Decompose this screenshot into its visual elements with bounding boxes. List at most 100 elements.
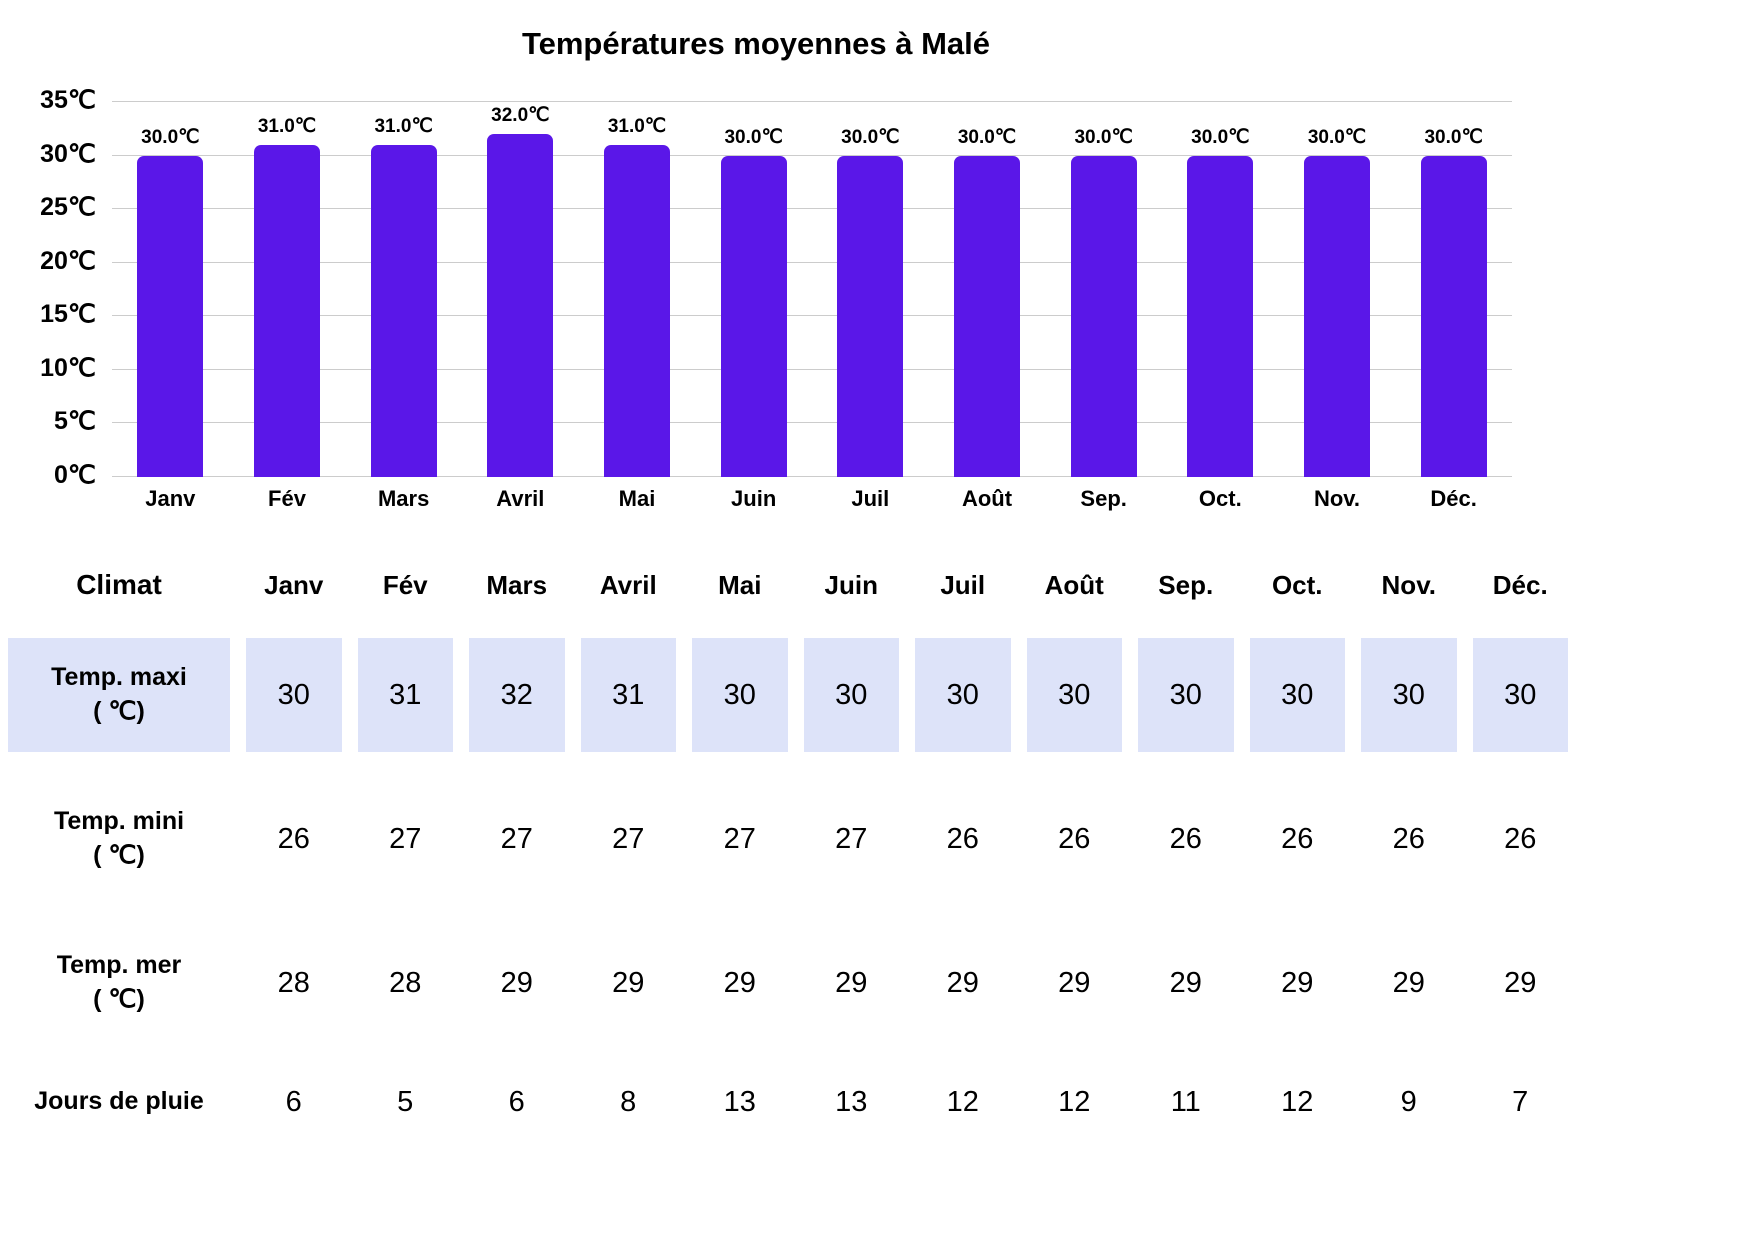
row-label-line1: Jours de pluie [34,1087,204,1116]
temperature-bar-chart: 0℃ 5℃ 10℃ 15℃ 20℃ 25℃ 30℃ 35℃ 30.0℃ 31.0℃ 31.0℃ 32… [0,86,1748,512]
row-label-cell: Jours de pluie [8,1070,230,1134]
x-tick-label: Août [961,486,1013,511]
y-tick-label: 10℃ [40,353,96,382]
bar-column: 30.0℃ [1395,102,1512,477]
bar-column: 31.0℃ [579,102,696,477]
value-cell: 29 [946,966,979,999]
temperature-bar [370,144,437,477]
bar-value-label: 30.0℃ [957,126,1017,148]
value-cell: 13 [723,1085,756,1118]
climate-table: Climat Janv Fév Mars Avril Mai Juin Juil Août Sep… [8,558,1568,1134]
month-header-cell: Janv [264,569,324,600]
value-cell: 27 [835,822,868,855]
value-cell: 28 [389,966,422,999]
bar-column: 30.0℃ [695,102,812,477]
value-cell: 29 [1392,966,1425,999]
temperature-bar [837,155,904,477]
gridline [112,261,1512,263]
month-header-cell: Nov. [1381,569,1436,600]
plot-area: 30.0℃ 31.0℃ 31.0℃ 32.0℃ 31.0℃ 30.0℃ 30.0℃ 30.0℃… [112,101,1512,477]
row-label-line2: ( ℃) [93,841,145,869]
value-cell: 29 [1058,966,1091,999]
value-cell: 7 [1512,1085,1529,1118]
x-tick-label: Sep. [1080,486,1127,511]
value-cell: 27 [389,822,422,855]
value-cell: 31 [580,638,676,752]
bar-value-label: 30.0℃ [841,126,900,148]
month-header-cell: Août [1044,569,1104,600]
value-cell: 29 [1504,966,1537,999]
value-cell: 30 [692,638,788,752]
bar-value-label: 31.0℃ [374,115,433,137]
value-cell: 27 [500,822,533,855]
x-tick-label: Nov. [1313,486,1361,511]
temperature-bar [720,155,787,477]
y-tick-label: 0℃ [54,461,96,489]
bar-column: 30.0℃ [929,102,1046,477]
value-cell: 29 [612,966,645,999]
value-cell: 26 [277,822,310,855]
temperature-bar [137,155,204,477]
value-cell: 8 [620,1085,637,1118]
month-header-cell: Mars [486,569,548,600]
value-cell: 31 [357,638,453,752]
value-cell: 26 [1281,822,1314,855]
bar-value-label: 31.0℃ [257,115,317,137]
bar-column: 30.0℃ [1279,102,1396,477]
bar-value-label: 31.0℃ [607,115,667,137]
gridline [112,476,1512,477]
bar-column: 31.0℃ [345,102,462,477]
y-tick-label: 30℃ [40,139,96,168]
value-cell: 26 [946,822,979,855]
value-cell: 29 [835,966,868,999]
temperature-bar [1303,155,1370,477]
value-cell: 30 [915,638,1011,752]
value-cell: 27 [612,822,645,855]
value-cell: 12 [946,1085,979,1118]
bar-column: 30.0℃ [112,102,229,477]
value-cell: 12 [1281,1085,1314,1118]
temperature-bar [253,144,320,477]
value-cell: 5 [397,1085,414,1118]
value-cell: 30 [1138,638,1234,752]
month-header-cell: Avril [599,569,657,600]
y-tick-label: 5℃ [54,407,96,436]
bar-column: 32.0℃ [462,102,579,477]
value-cell: 30 [803,638,899,752]
gridline [112,208,1512,210]
x-axis: Janv Fév Mars Avril Mai Juin Juil Août Sep. Oct. N… [112,477,1512,512]
x-tick-label: Mai [618,486,656,511]
row-label-cell: Temp. mini ( ℃) [8,782,230,896]
y-axis: 0℃ 5℃ 10℃ 15℃ 20℃ 25℃ 30℃ 35℃ [0,86,112,489]
value-cell: 11 [1170,1085,1201,1118]
bar-value-label: 30.0℃ [141,126,200,148]
value-cell: 26 [1504,822,1537,855]
month-header-cell: Déc. [1492,569,1548,600]
temperature-bar [1070,155,1137,477]
y-tick-label: 20℃ [40,246,96,275]
value-cell: 29 [500,966,533,999]
value-cell: 32 [469,638,565,752]
gridline [112,101,1512,102]
value-cell: 30 [246,638,342,752]
bar-value-label: 30.0℃ [1191,126,1250,148]
table-header-row: Climat Janv Fév Mars Avril Mai Juin Juil Août Sep… [8,558,1568,612]
month-header-cell: Sep. [1158,569,1214,600]
plot-wrap: 0℃ 5℃ 10℃ 15℃ 20℃ 25℃ 30℃ 35℃ 30.0℃ 31.0℃ 31.0℃ 32… [0,86,1748,489]
bar-value-label: 30.0℃ [1424,126,1483,148]
x-tick-label: Mars [377,486,430,511]
x-tick-label: Fév [268,486,306,511]
bar-columns: 30.0℃ 31.0℃ 31.0℃ 32.0℃ 31.0℃ 30.0℃ 30.0℃ 30.0℃… [112,102,1512,477]
value-cell: 30 [1361,638,1457,752]
value-cell: 28 [277,966,310,999]
value-cell: 6 [508,1085,525,1118]
temperature-bar [953,155,1020,477]
value-cell: 30 [1472,638,1568,752]
bar-column: 30.0℃ [1045,102,1162,477]
gridline [112,422,1512,424]
y-tick-label: 25℃ [40,193,96,222]
table-row: Temp. mini ( ℃) 26 27 27 27 27 27 26 26 26 26 26 26 [8,782,1568,896]
x-tick-label: Juil [851,486,890,511]
table-row: Temp. mer ( ℃) 28 28 29 29 29 29 29 29 29 29 29 29 [8,926,1568,1040]
x-tick-label: Déc. [1430,486,1477,511]
